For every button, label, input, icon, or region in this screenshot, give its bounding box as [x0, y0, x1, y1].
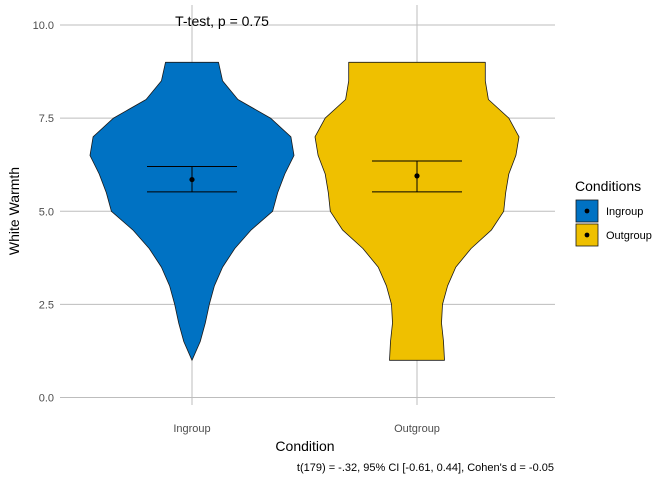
violin-ingroup — [89, 61, 295, 361]
mean-point — [414, 173, 420, 179]
annotation-ttest: T-test, p = 0.75 — [175, 13, 269, 29]
legend-label: Outgroup — [606, 230, 652, 242]
violin-outgroup — [314, 61, 520, 361]
y-tick-label: 7.5 — [39, 113, 54, 125]
errorbar-layer — [147, 160, 462, 193]
violin-layer — [89, 61, 520, 361]
x-axis-title: Condition — [275, 438, 334, 454]
x-axis-ticks: Ingroup Outgroup — [173, 423, 440, 435]
y-tick-label: 10.0 — [33, 20, 54, 32]
y-axis-ticks: 0.0 2.5 5.0 7.5 10.0 — [33, 20, 54, 405]
legend-label: Ingroup — [606, 206, 643, 218]
legend-title: Conditions — [575, 178, 641, 194]
legend: Conditions Ingroup Outgroup — [575, 178, 652, 247]
mean-point — [189, 176, 195, 183]
y-tick-label: 5.0 — [39, 206, 54, 218]
legend-key-point — [584, 208, 590, 214]
x-tick-label: Outgroup — [394, 423, 440, 435]
y-tick-label: 0.0 — [39, 393, 54, 405]
y-tick-label: 2.5 — [39, 299, 54, 311]
legend-key-point — [584, 232, 590, 238]
y-axis-title: White Warmth — [6, 167, 22, 255]
x-tick-label: Ingroup — [173, 423, 210, 435]
caption-stats: t(179) = -.32, 95% CI [-0.61, 0.44], Coh… — [297, 462, 554, 474]
